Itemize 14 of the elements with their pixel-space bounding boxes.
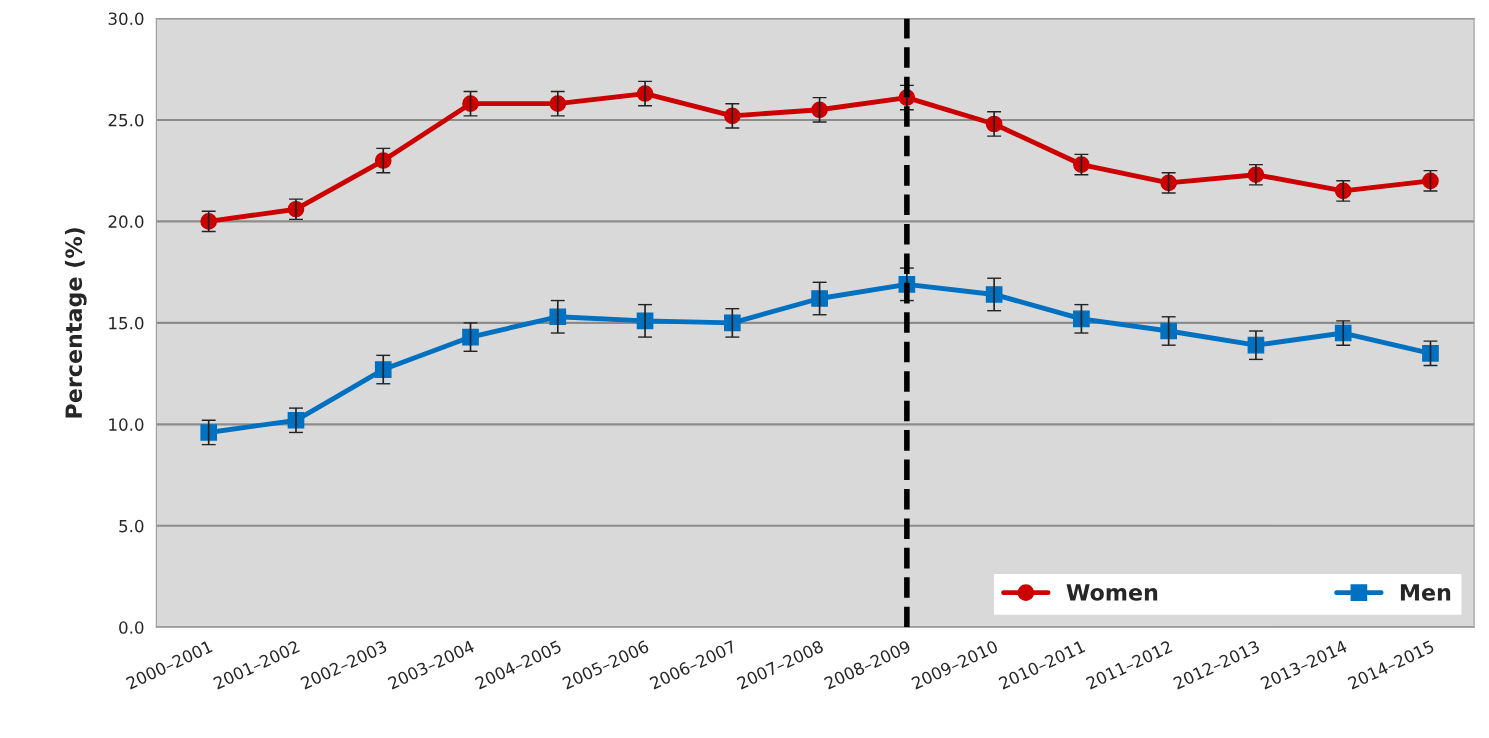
y-tick-label: 20.0 — [108, 215, 144, 228]
point — [811, 101, 828, 119]
y-tick-label: 25.0 — [108, 113, 144, 127]
y-tick-label: 10.0 — [109, 418, 144, 431]
point — [811, 290, 828, 307]
legend-label: Women — [1066, 584, 1158, 601]
legend-label: Men — [1400, 584, 1451, 601]
y-tick-label: 5.0 — [119, 519, 144, 533]
y-tick-label: 0.0 — [119, 621, 144, 634]
y-tick-label: 15.0 — [109, 316, 144, 330]
y-axis-title: Percentage (%) — [64, 228, 87, 418]
point — [1422, 344, 1439, 362]
y-tick-label: 30.0 — [108, 12, 144, 26]
point — [1073, 310, 1090, 328]
